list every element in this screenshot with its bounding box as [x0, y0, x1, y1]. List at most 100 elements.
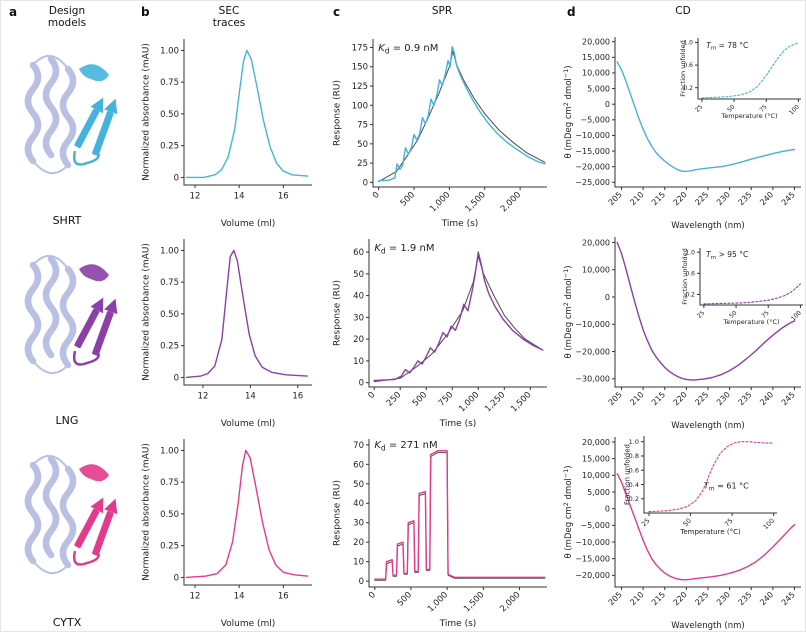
svg-text:40: 40: [353, 292, 364, 302]
svg-text:Wavelength (nm): Wavelength (nm): [671, 221, 744, 231]
svg-text:0.50: 0.50: [160, 110, 179, 120]
svg-text:0: 0: [174, 573, 179, 583]
svg-text:Normalized absorbance (mAU): Normalized absorbance (mAU): [142, 243, 152, 381]
svg-text:−30,000: −30,000: [575, 375, 610, 384]
svg-text:1.00: 1.00: [160, 246, 179, 256]
svg-text:Fraction unfolded: Fraction unfolded: [624, 444, 632, 505]
svg-text:50: 50: [726, 103, 736, 113]
svg-text:0: 0: [367, 590, 378, 601]
svg-text:125: 125: [352, 82, 368, 92]
svg-text:Temperature (°C): Temperature (°C): [679, 528, 741, 536]
svg-text:500: 500: [399, 190, 418, 209]
svg-text:25: 25: [694, 103, 704, 113]
svg-text:100: 100: [352, 101, 368, 111]
svg-text:235: 235: [737, 190, 754, 207]
svg-text:θ (mDeg cm2 dmol−1): θ (mDeg cm2 dmol−1): [562, 265, 574, 358]
sec-trace-chart-cytx: 12 14 16 0 0.25 0.50 0.75 1.00 Volume (ml) Normal…: [142, 439, 312, 629]
svg-text:60: 60: [353, 248, 364, 258]
svg-text:205: 205: [607, 390, 624, 407]
svg-text:1.0: 1.0: [629, 438, 639, 446]
svg-text:10: 10: [353, 558, 364, 568]
svg-text:240: 240: [758, 190, 775, 207]
svg-text:0.25: 0.25: [160, 542, 179, 552]
svg-text:100: 100: [790, 309, 803, 322]
svg-text:Kd = 271 nM: Kd = 271 nM: [374, 440, 437, 453]
svg-text:0.2: 0.2: [629, 495, 639, 503]
spr-sensorgram-chart-lng: 0 250 500 750 1,000 1,250 1,500 0 10 20 30 40 50 60 Ti…: [333, 239, 547, 429]
svg-text:16: 16: [292, 392, 303, 402]
svg-text:750: 750: [437, 390, 456, 409]
svg-text:0.2: 0.2: [683, 85, 693, 92]
melting-curve-inset-cytx: 25 50 75 100 0.2 0.4 0.6 0.8 1.0 Temperature (°C)…: [624, 436, 777, 536]
svg-text:−20,000: −20,000: [575, 162, 610, 171]
svg-text:1.0: 1.0: [685, 249, 695, 256]
svg-text:205: 205: [607, 590, 624, 607]
svg-text:Temperature (°C): Temperature (°C): [722, 318, 779, 326]
svg-text:Time (s): Time (s): [439, 619, 477, 629]
svg-text:Kd = 1.9 nM: Kd = 1.9 nM: [374, 243, 434, 256]
svg-text:−5,000: −5,000: [580, 521, 610, 530]
svg-text:1,500: 1,500: [509, 390, 533, 414]
svg-text:0.4: 0.4: [629, 481, 639, 489]
svg-text:40: 40: [353, 499, 364, 509]
svg-text:15,000: 15,000: [582, 454, 610, 463]
svg-text:0.6: 0.6: [629, 466, 639, 474]
svg-text:0: 0: [605, 100, 610, 109]
svg-text:215: 215: [650, 590, 667, 607]
spr-chart-cell-shrt: 0 500 1,000 1,500 2,000 0 25 50 75 100 125 150 175 Ti…: [325, 31, 559, 231]
svg-text:50: 50: [728, 309, 738, 319]
svg-text:20,000: 20,000: [582, 238, 610, 247]
panel-b-title: SEC traces: [212, 5, 246, 30]
svg-text:16: 16: [278, 592, 289, 602]
svg-text:245: 245: [780, 190, 797, 207]
design-model-cytx: CYTX: [1, 431, 133, 633]
svg-text:75: 75: [357, 121, 368, 131]
svg-text:Tm = 61 °C: Tm = 61 °C: [704, 481, 749, 492]
svg-text:250: 250: [385, 390, 404, 409]
svg-text:225: 225: [693, 390, 710, 407]
svg-text:−20,000: −20,000: [575, 347, 610, 356]
svg-text:225: 225: [693, 590, 710, 607]
svg-text:240: 240: [758, 590, 775, 607]
protein-model-graphic-shrt: [24, 55, 118, 174]
svg-text:1,000: 1,000: [426, 590, 450, 614]
svg-text:245: 245: [780, 590, 797, 607]
svg-text:1.0: 1.0: [683, 40, 693, 47]
design-model-shrt: SHRT: [1, 31, 133, 231]
svg-text:14: 14: [245, 392, 256, 402]
svg-text:θ (mDeg cm2 dmol−1): θ (mDeg cm2 dmol−1): [562, 465, 574, 558]
svg-text:Volume (ml): Volume (ml): [221, 619, 276, 629]
svg-text:0.75: 0.75: [160, 78, 179, 88]
panel-b-header: b SEC traces: [133, 1, 325, 31]
svg-text:0.6: 0.6: [685, 270, 695, 277]
svg-text:210: 210: [628, 590, 645, 607]
panel-letter-b: b: [141, 5, 150, 19]
svg-text:0.75: 0.75: [160, 278, 179, 288]
svg-text:Volume (ml): Volume (ml): [221, 219, 276, 229]
svg-text:220: 220: [672, 390, 689, 407]
svg-text:30: 30: [353, 313, 364, 323]
svg-text:5,000: 5,000: [587, 488, 610, 497]
panel-c-title: SPR: [431, 5, 453, 17]
svg-text:75: 75: [723, 517, 735, 529]
svg-text:2,000: 2,000: [498, 590, 522, 614]
svg-text:50: 50: [353, 270, 364, 280]
svg-text:1,250: 1,250: [483, 390, 507, 414]
panel-d-header: d CD: [559, 1, 806, 31]
svg-text:Tm = 78 °C: Tm = 78 °C: [706, 41, 748, 52]
svg-text:1,000: 1,000: [457, 390, 481, 414]
cd-chart-cell-cytx: 205 210 215 220 225 230 235 240 245 20,000 15,000 1…: [559, 431, 806, 633]
sec-trace-chart-shrt: 12 14 16 0 0.25 0.50 0.75 1.00 Volume (ml) Normal…: [142, 39, 312, 229]
svg-text:50: 50: [353, 480, 364, 490]
svg-text:0: 0: [605, 293, 610, 302]
svg-text:1.00: 1.00: [160, 446, 179, 456]
sec-chart-cell-cytx: 12 14 16 0 0.25 0.50 0.75 1.00 Volume (ml) Normal…: [133, 431, 325, 633]
svg-text:70: 70: [353, 441, 364, 451]
protein-model-graphic-lng: [24, 255, 118, 374]
svg-text:230: 230: [715, 390, 732, 407]
svg-text:Time (s): Time (s): [441, 219, 479, 229]
svg-text:−10,000: −10,000: [575, 538, 610, 547]
spr-sensorgram-chart-shrt: 0 500 1,000 1,500 2,000 0 25 50 75 100 125 150 175 Ti…: [333, 39, 547, 229]
svg-text:215: 215: [650, 390, 667, 407]
svg-text:12: 12: [190, 192, 201, 202]
